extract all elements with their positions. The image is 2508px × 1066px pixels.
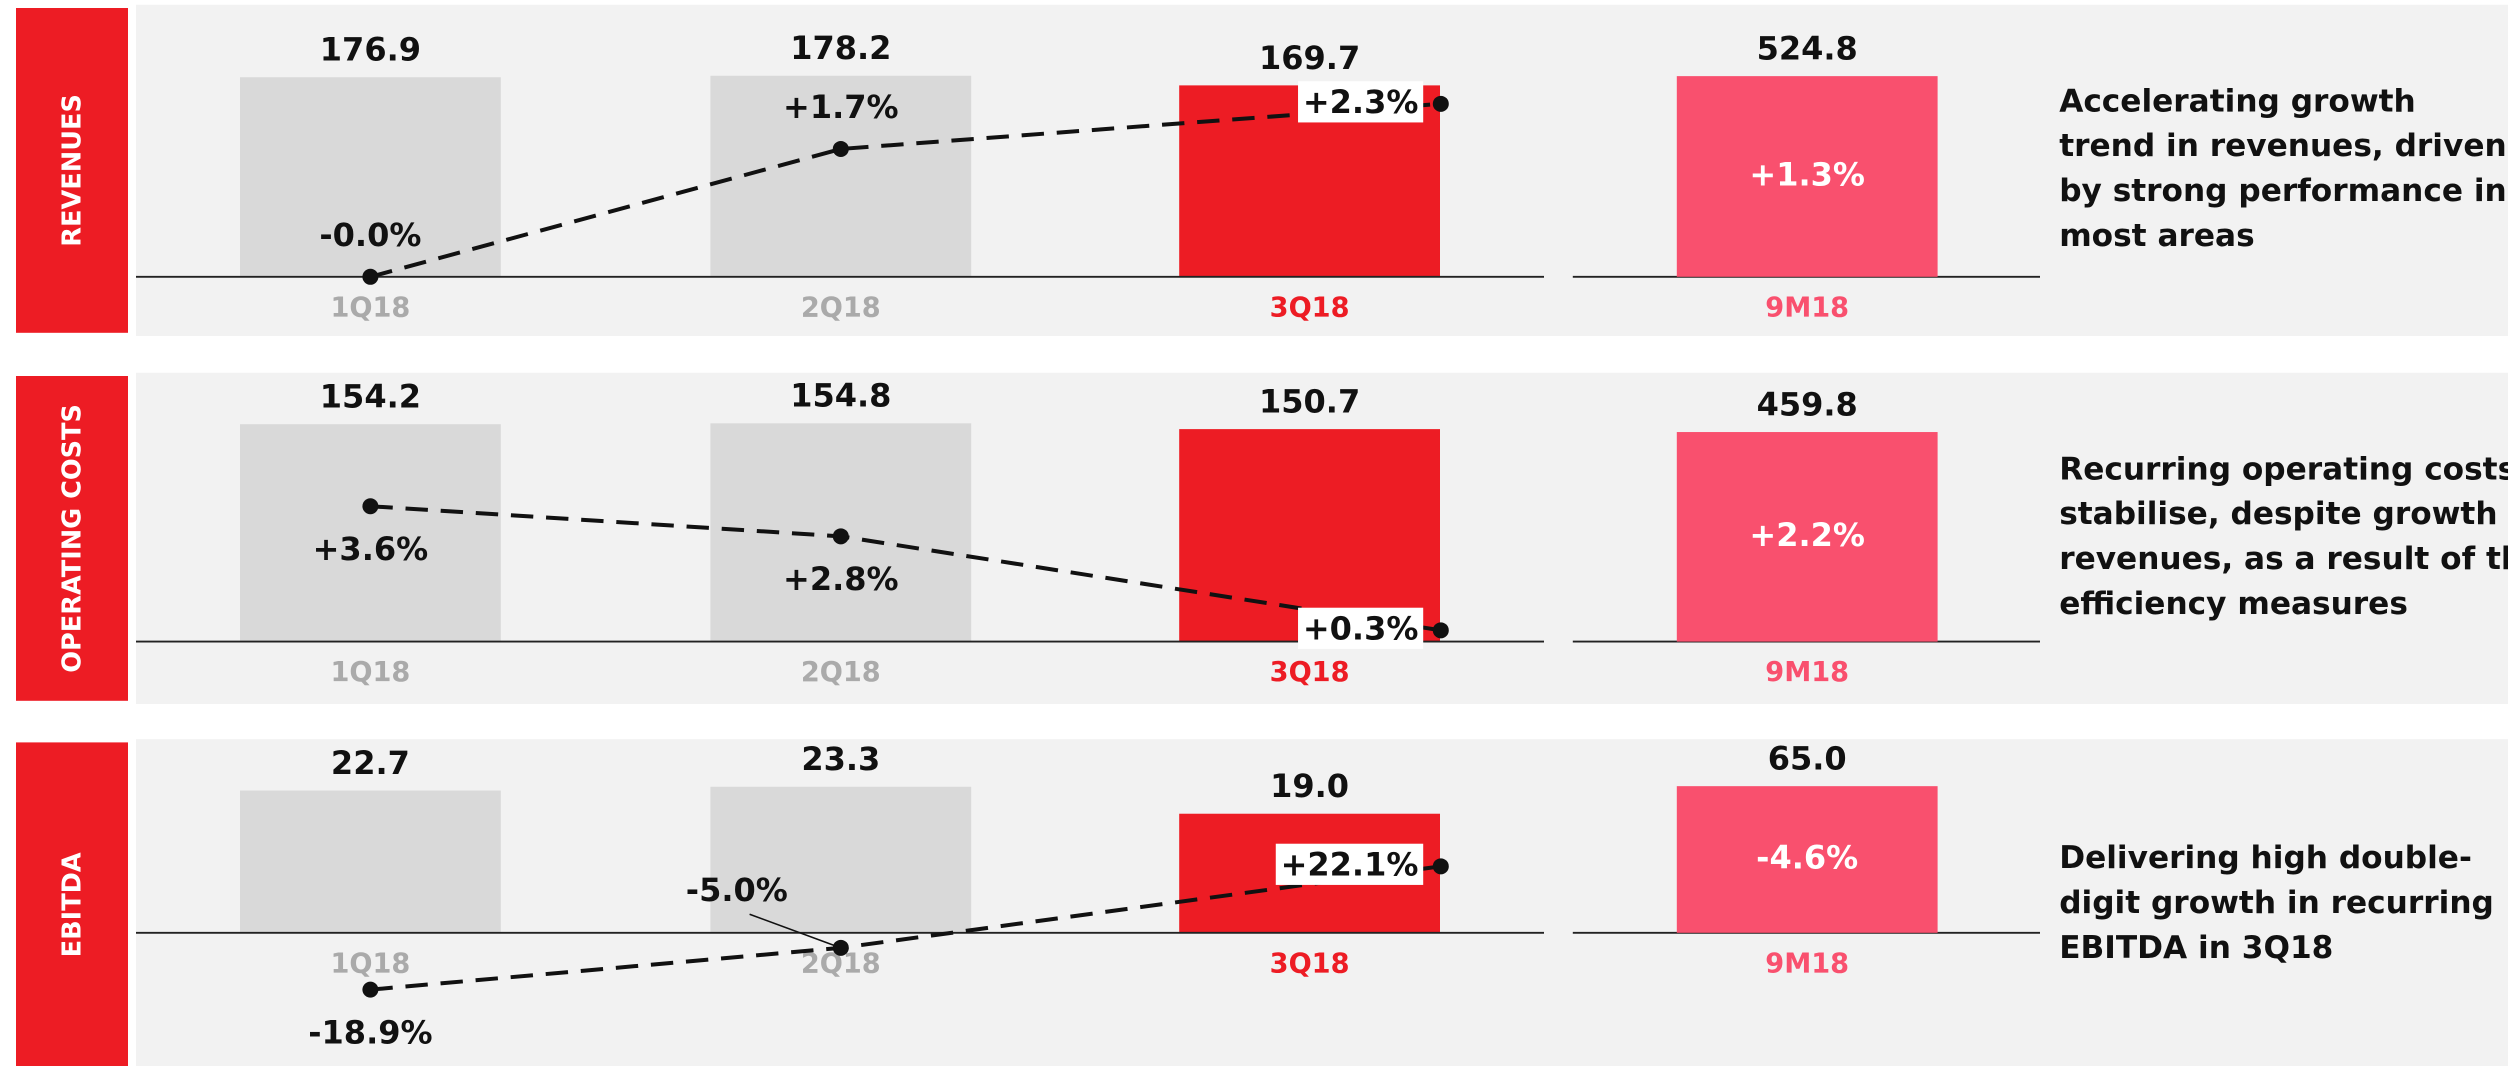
bar-value-label: 22.7 <box>331 744 410 782</box>
comment-line: digit growth in recurring <box>2059 885 2494 921</box>
total-bar <box>1676 76 1938 277</box>
comment-line: stabilise, despite growth in <box>2059 496 2508 532</box>
growth-line <box>369 101 1441 279</box>
total-value-label: 524.8 <box>1757 30 1858 68</box>
bar-value-label: 154.8 <box>790 377 891 415</box>
category-label: 3Q18 <box>1270 948 1350 979</box>
total-bar <box>1676 786 1938 933</box>
panel-label-box <box>16 8 128 333</box>
growth-point <box>1432 622 1449 639</box>
bar-value-label: 154.2 <box>320 378 421 416</box>
total-category-label: 9M18 <box>1765 948 1849 979</box>
panel-label-box <box>16 376 128 701</box>
growth-label-box <box>1298 81 1424 123</box>
growth-point <box>832 140 849 157</box>
comment-line: Accelerating growth <box>2059 83 2416 119</box>
growth-point <box>1432 95 1449 112</box>
panel-title: EBITDA <box>58 852 88 957</box>
total-value-label: 459.8 <box>1757 385 1858 423</box>
comment-line: EBITDA in 3Q18 <box>2059 930 2333 966</box>
comment-line: Recurring operating costs <box>2059 451 2508 487</box>
growth-label: +22.1% <box>1281 845 1419 883</box>
bar-value-label: 150.7 <box>1259 383 1360 421</box>
growth-label: +0.3% <box>1303 609 1419 647</box>
comment-line: most areas <box>2059 218 2254 254</box>
panel-title: OPERATING COSTS <box>58 404 88 673</box>
growth-label: -5.0% <box>686 871 788 909</box>
category-label: 2Q18 <box>801 657 881 688</box>
bar <box>710 75 972 277</box>
bar <box>240 77 501 277</box>
growth-point <box>832 528 849 545</box>
bar-value-label: 169.7 <box>1259 39 1360 77</box>
growth-label: -18.9% <box>308 1013 432 1051</box>
category-label: 3Q18 <box>1270 657 1350 688</box>
bar <box>1179 429 1440 642</box>
growth-point <box>362 498 379 515</box>
total-growth-label: +2.2% <box>1749 516 1865 554</box>
growth-label-box <box>1298 607 1424 649</box>
total-category-label: 9M18 <box>1765 292 1849 323</box>
panel-label-box <box>16 742 128 1066</box>
panel-title: REVENUES <box>58 94 88 247</box>
total-growth-label: +1.3% <box>1749 155 1865 193</box>
bar <box>710 786 972 933</box>
total-growth-label: -4.6% <box>1756 838 1858 876</box>
category-label: 3Q18 <box>1270 292 1350 323</box>
bar <box>240 790 501 933</box>
leader-line <box>749 913 842 949</box>
growth-label: +2.8% <box>783 560 899 598</box>
comment-line: trend in revenues, driven <box>2059 128 2507 164</box>
growth-label: +1.7% <box>783 88 899 126</box>
comment-line: by strong performance in <box>2059 173 2507 209</box>
growth-label: +2.3% <box>1303 83 1419 121</box>
total-bar <box>1676 432 1938 642</box>
category-label: 1Q18 <box>330 948 410 979</box>
bar <box>240 424 501 642</box>
bar-value-label: 176.9 <box>320 31 421 69</box>
comment-line: Delivering high double- <box>2059 840 2472 876</box>
bar-value-label: 23.3 <box>801 740 880 778</box>
growth-label: +3.6% <box>313 530 429 568</box>
comment-line: efficiency measures <box>2059 586 2408 622</box>
total-category-label: 9M18 <box>1765 657 1849 688</box>
growth-point <box>1432 858 1449 875</box>
bar-value-label: 19.0 <box>1270 767 1349 805</box>
category-label: 1Q18 <box>330 657 410 688</box>
total-value-label: 65.0 <box>1768 740 1847 778</box>
growth-point <box>362 981 379 998</box>
category-label: 2Q18 <box>801 292 881 323</box>
growth-label-box <box>1275 843 1424 885</box>
growth-point <box>832 939 849 956</box>
growth-point <box>362 268 379 285</box>
comment-line: revenues, as a result of the <box>2059 541 2508 577</box>
category-label: 1Q18 <box>330 292 410 323</box>
bar-value-label: 178.2 <box>790 29 891 67</box>
growth-label: -0.0% <box>319 216 421 254</box>
